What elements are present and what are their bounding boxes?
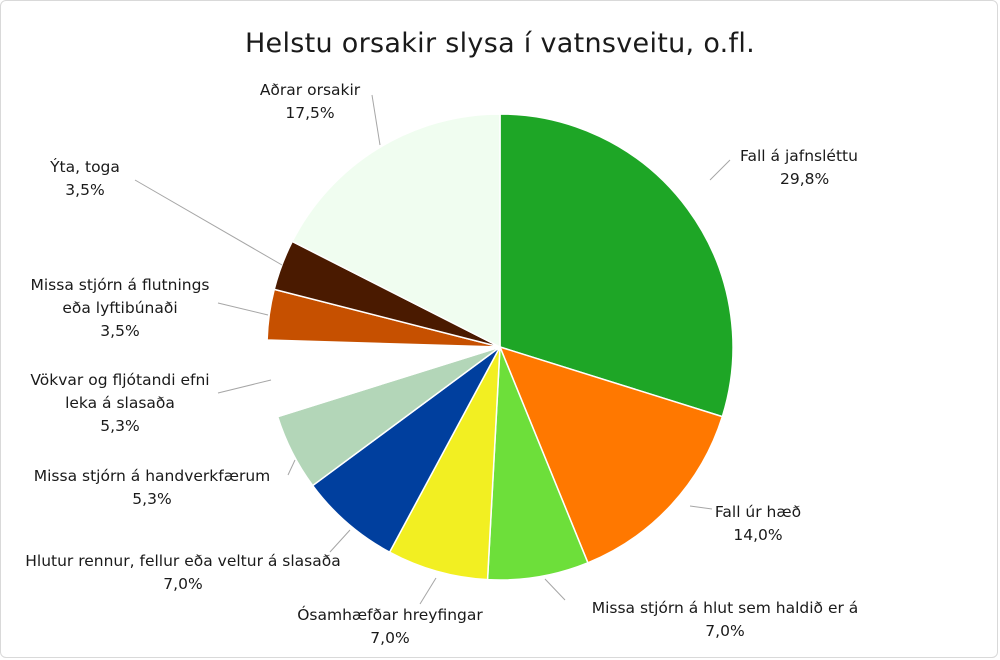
pie-slice-10 xyxy=(291,113,501,349)
slice-value-label: 7,0% xyxy=(705,622,744,640)
leader-line-8 xyxy=(217,302,269,316)
slice-value-label: 3,5% xyxy=(65,181,104,199)
slice-label-10: Aðrar orsakir 17,5% xyxy=(260,81,361,122)
pie-slice-5 xyxy=(311,346,501,554)
slice-value-label: 14,0% xyxy=(733,526,782,544)
slice-category-label: Missa stjórn á flutnings xyxy=(30,276,209,294)
slice-labels: Fall á jafnsléttu 29,8% Fall úr hæð 14,0% Mi… xyxy=(25,81,858,647)
slice-value-label: 3,5% xyxy=(100,322,139,340)
leader-line-10 xyxy=(371,94,381,146)
slice-label-9: Ýta, toga 3,5% xyxy=(49,157,120,199)
slice-value-label: 17,5% xyxy=(285,104,334,122)
slice-category-label: Hlutur rennur, fellur eða veltur á slasa… xyxy=(25,552,341,570)
leader-line-4 xyxy=(419,577,437,605)
slice-value-label: 29,8% xyxy=(780,170,829,188)
leader-line-2 xyxy=(689,505,713,510)
slice-category-label: Ýta, toga xyxy=(49,157,120,176)
slice-category-label: leka á slasaða xyxy=(65,394,175,412)
slice-label-2: Fall úr hæð 14,0% xyxy=(715,503,801,544)
slice-category-label: Missa stjórn á handverkfærum xyxy=(34,467,271,485)
leader-line-3 xyxy=(544,578,566,601)
pie-slice-1 xyxy=(499,113,734,418)
slice-label-8: Missa stjórn á flutnings eða lyftibúnaði 3… xyxy=(30,276,209,340)
slice-label-3: Missa stjórn á hlut sem haldið er á 7,0% xyxy=(592,599,859,640)
slice-label-6: Missa stjórn á handverkfærum 5,3% xyxy=(34,467,271,508)
pie-slice-3 xyxy=(486,346,589,581)
slice-label-4: Ósamhæfðar hreyfingar 7,0% xyxy=(297,605,483,647)
slice-category-label: Aðrar orsakir xyxy=(260,81,361,99)
slice-value-label: 5,3% xyxy=(100,417,139,435)
slice-value-label: 7,0% xyxy=(163,575,202,593)
leader-line-1 xyxy=(709,159,731,181)
slice-category-label: Fall úr hæð xyxy=(715,503,801,521)
leader-line-7 xyxy=(217,379,272,394)
pie-slice-2 xyxy=(498,345,724,564)
slice-category-label: Vökvar og fljótandi efni xyxy=(30,371,209,389)
slice-category-label: Missa stjórn á hlut sem haldið er á xyxy=(592,599,859,617)
pie-slice-4 xyxy=(388,346,501,581)
leader-lines xyxy=(134,94,731,605)
slice-category-label: Fall á jafnsléttu xyxy=(740,147,858,165)
slice-value-label: 5,3% xyxy=(132,490,171,508)
chart-title: Helstu orsakir slysa í vatnsveitu, o.fl. xyxy=(244,28,756,59)
leader-line-9 xyxy=(134,179,283,266)
slice-value-label: 7,0% xyxy=(370,629,409,647)
slice-label-5: Hlutur rennur, fellur eða veltur á slasa… xyxy=(25,552,341,593)
pie-slices xyxy=(266,113,734,581)
slice-label-7: Vökvar og fljótandi efni leka á slasaða 5,… xyxy=(30,371,209,435)
slice-category-label: Ósamhæfðar hreyfingar xyxy=(297,605,483,624)
leader-line-5 xyxy=(329,529,351,553)
slice-label-1: Fall á jafnsléttu 29,8% xyxy=(740,147,858,188)
leader-line-6 xyxy=(287,459,296,476)
slice-category-label: eða lyftibúnaði xyxy=(62,299,177,317)
